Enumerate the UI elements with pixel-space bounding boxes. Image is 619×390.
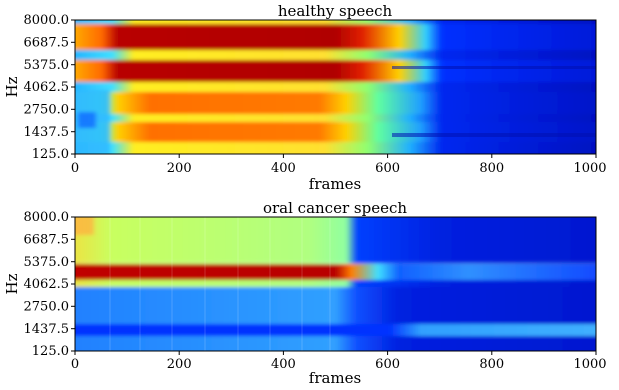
y-axis-oral-cancer: 125.0 1437.5 2750.0 4062.5 5375.0 6687.5… <box>3 210 75 359</box>
y-axis-healthy: 125.0 1437.5 2750.0 4062.5 5375.0 6687.5… <box>3 13 75 162</box>
x-axis-label: frames <box>309 369 361 385</box>
x-tick-label: 800 <box>479 161 504 176</box>
y-tick-label: 2750.0 <box>24 300 70 315</box>
y-tick-label: 125.0 <box>32 344 69 359</box>
x-tick-label: 600 <box>375 161 400 176</box>
x-tick-label: 0 <box>71 357 79 372</box>
y-tick-label: 4062.5 <box>24 80 70 95</box>
y-axis-label: Hz <box>3 273 21 294</box>
heatmap-healthy <box>74 19 597 155</box>
x-tick-label: 800 <box>479 357 504 372</box>
y-tick-label: 8000.0 <box>24 13 70 28</box>
y-tick-label: 125.0 <box>32 147 69 162</box>
x-tick-label: 400 <box>271 161 296 176</box>
x-tick-label: 0 <box>71 161 79 176</box>
chart-title: oral cancer speech <box>263 199 407 217</box>
y-tick-label: 1437.5 <box>24 125 70 140</box>
x-tick-label: 200 <box>167 161 192 176</box>
y-axis-label: Hz <box>3 76 21 97</box>
y-tick-label: 4062.5 <box>24 277 70 292</box>
y-tick-label: 8000.0 <box>24 210 70 225</box>
y-tick-label: 5375.0 <box>24 255 70 270</box>
x-axis-oral-cancer: 0 200 400 600 800 1000 frames <box>71 351 607 387</box>
y-tick-label: 1437.5 <box>24 322 70 337</box>
y-tick-label: 2750.0 <box>24 103 70 118</box>
x-axis-label: frames <box>309 175 361 193</box>
chart-title: healthy speech <box>278 2 393 20</box>
y-tick-label: 6687.5 <box>24 233 70 248</box>
x-tick-label: 1000 <box>573 357 606 372</box>
y-tick-label: 6687.5 <box>24 36 70 51</box>
y-tick-label: 5375.0 <box>24 58 70 73</box>
x-tick-label: 400 <box>271 357 296 372</box>
x-axis-healthy: 0 200 400 600 800 1000 frames <box>71 154 607 193</box>
x-tick-label: 200 <box>167 357 192 372</box>
x-tick-label: 600 <box>375 357 400 372</box>
x-tick-label: 1000 <box>573 161 606 176</box>
heatmap-oral-cancer <box>74 216 597 352</box>
